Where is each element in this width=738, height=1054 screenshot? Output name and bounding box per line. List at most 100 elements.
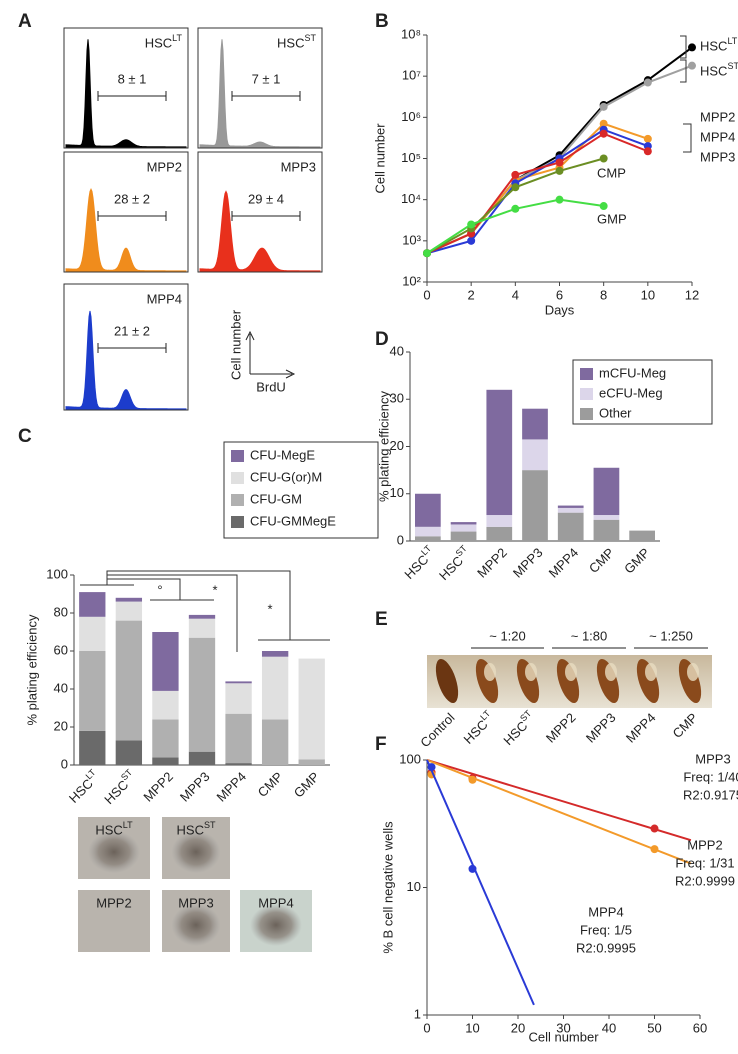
- data-point: [650, 824, 659, 833]
- x-tick-label: 10: [465, 1020, 479, 1035]
- y-tick-label: 10: [390, 485, 404, 500]
- y-tick-label: 0: [397, 532, 404, 547]
- gate-value: 21 ± 2: [114, 323, 150, 338]
- data-point: [599, 102, 608, 111]
- x-tick-label: 60: [693, 1020, 707, 1035]
- gate: [231, 91, 301, 101]
- data-point: [511, 170, 520, 179]
- series-label: MPP3: [700, 149, 735, 164]
- gate-value: 7 ± 1: [252, 71, 281, 86]
- series-annotation: Freq: 1/31: [675, 855, 734, 870]
- bar-segment: [593, 519, 620, 541]
- femur-marrow: [687, 663, 699, 681]
- significance-brackets: [80, 570, 330, 652]
- data-point: [643, 78, 652, 87]
- histogram: [65, 39, 187, 148]
- data-point: [650, 845, 659, 854]
- bar-segment: [415, 536, 441, 541]
- bar-segment: [188, 637, 216, 752]
- histogram: [65, 187, 187, 272]
- bar-segment: [152, 719, 179, 758]
- superscript: LT: [84, 767, 98, 781]
- y-tick-label: 20: [390, 438, 404, 453]
- bar-segment: [79, 651, 106, 731]
- x-tick-label: 0: [423, 1020, 430, 1035]
- legend-label: Other: [599, 405, 632, 420]
- bar-segment: [450, 524, 477, 532]
- x-tick-label: 4: [512, 287, 519, 302]
- bar-segment: [557, 512, 584, 541]
- femur: [435, 658, 459, 704]
- x-tick-label: 40: [602, 1020, 616, 1035]
- x-tick-label: MPP2: [474, 545, 510, 581]
- legend-swatch: [580, 408, 593, 420]
- femur: [475, 658, 499, 704]
- bar-segment: [593, 515, 620, 520]
- bar-segment: [225, 681, 252, 684]
- femur: [516, 658, 540, 704]
- fit-line: [426, 759, 692, 842]
- bar-segment: [225, 763, 252, 765]
- bar-segment: [298, 759, 325, 765]
- bar-segment: [593, 467, 620, 516]
- bar-segment: [486, 515, 513, 527]
- panel-letter: A: [18, 11, 32, 32]
- inset-axes: [245, 330, 296, 379]
- data-point: [688, 43, 696, 52]
- legend-box: [572, 359, 713, 425]
- legend-swatch: [580, 368, 593, 380]
- y-tick-label: 10³: [402, 232, 421, 247]
- series-annotation: R2:0.9995: [576, 940, 636, 955]
- bar-segment: [486, 389, 513, 516]
- x-tick-label: 20: [511, 1020, 525, 1035]
- bar-segment: [152, 757, 179, 765]
- bar-segment: [261, 656, 289, 720]
- bar-segment: [225, 683, 252, 714]
- x-tick-label: 50: [647, 1020, 661, 1035]
- x-tick-label: MPP2: [140, 769, 176, 805]
- bar-segment: [261, 651, 289, 657]
- legend-label: CFU-MegE: [250, 447, 315, 462]
- inset-x-label: BrdU: [256, 379, 286, 394]
- series-label: MPP3: [695, 751, 730, 766]
- bar-segment: [629, 530, 655, 541]
- colony-label: MPP3: [178, 895, 213, 910]
- bar-segment: [486, 526, 513, 541]
- x-tick-label: 6: [556, 287, 563, 302]
- bar-segment: [188, 614, 216, 619]
- superscript: ST: [454, 543, 470, 559]
- histogram: [65, 310, 187, 410]
- panel-letter: B: [375, 11, 389, 32]
- series-annotation: Freq: 1/5: [580, 922, 632, 937]
- legend-swatch: [231, 494, 244, 506]
- bar-segment: [115, 601, 143, 621]
- bar-segment: [298, 658, 325, 760]
- y-tick-label: 0: [61, 756, 68, 771]
- axis-lines: [426, 760, 700, 1016]
- sample-label: Control: [417, 710, 457, 750]
- data-point: [467, 236, 476, 245]
- x-tick-label: HSCLT: [400, 543, 439, 582]
- y-tick-label: 40: [390, 343, 404, 358]
- legend-label: eCFU-Meg: [599, 385, 663, 400]
- x-tick-label: CMP: [255, 769, 286, 800]
- x-tick-label: HSCST: [435, 543, 475, 583]
- femur: [556, 658, 580, 704]
- data-point: [555, 158, 564, 167]
- dilution-label: ~ 1:20: [489, 628, 526, 643]
- bar-segment: [450, 522, 477, 525]
- series-label: HSCLT: [700, 36, 738, 53]
- bar-segment: [415, 493, 441, 527]
- histogram: [199, 39, 321, 148]
- y-tick-label: 10⁷: [402, 68, 421, 83]
- sample-label: MPP4: [623, 710, 659, 746]
- label-bracket: [680, 35, 692, 153]
- data-point: [467, 220, 476, 229]
- bar-segment: [152, 690, 179, 720]
- bar-segment: [79, 616, 106, 651]
- histogram-name: MPP2: [147, 159, 182, 174]
- x-tick-label: GMP: [621, 545, 653, 577]
- colony: [171, 830, 221, 874]
